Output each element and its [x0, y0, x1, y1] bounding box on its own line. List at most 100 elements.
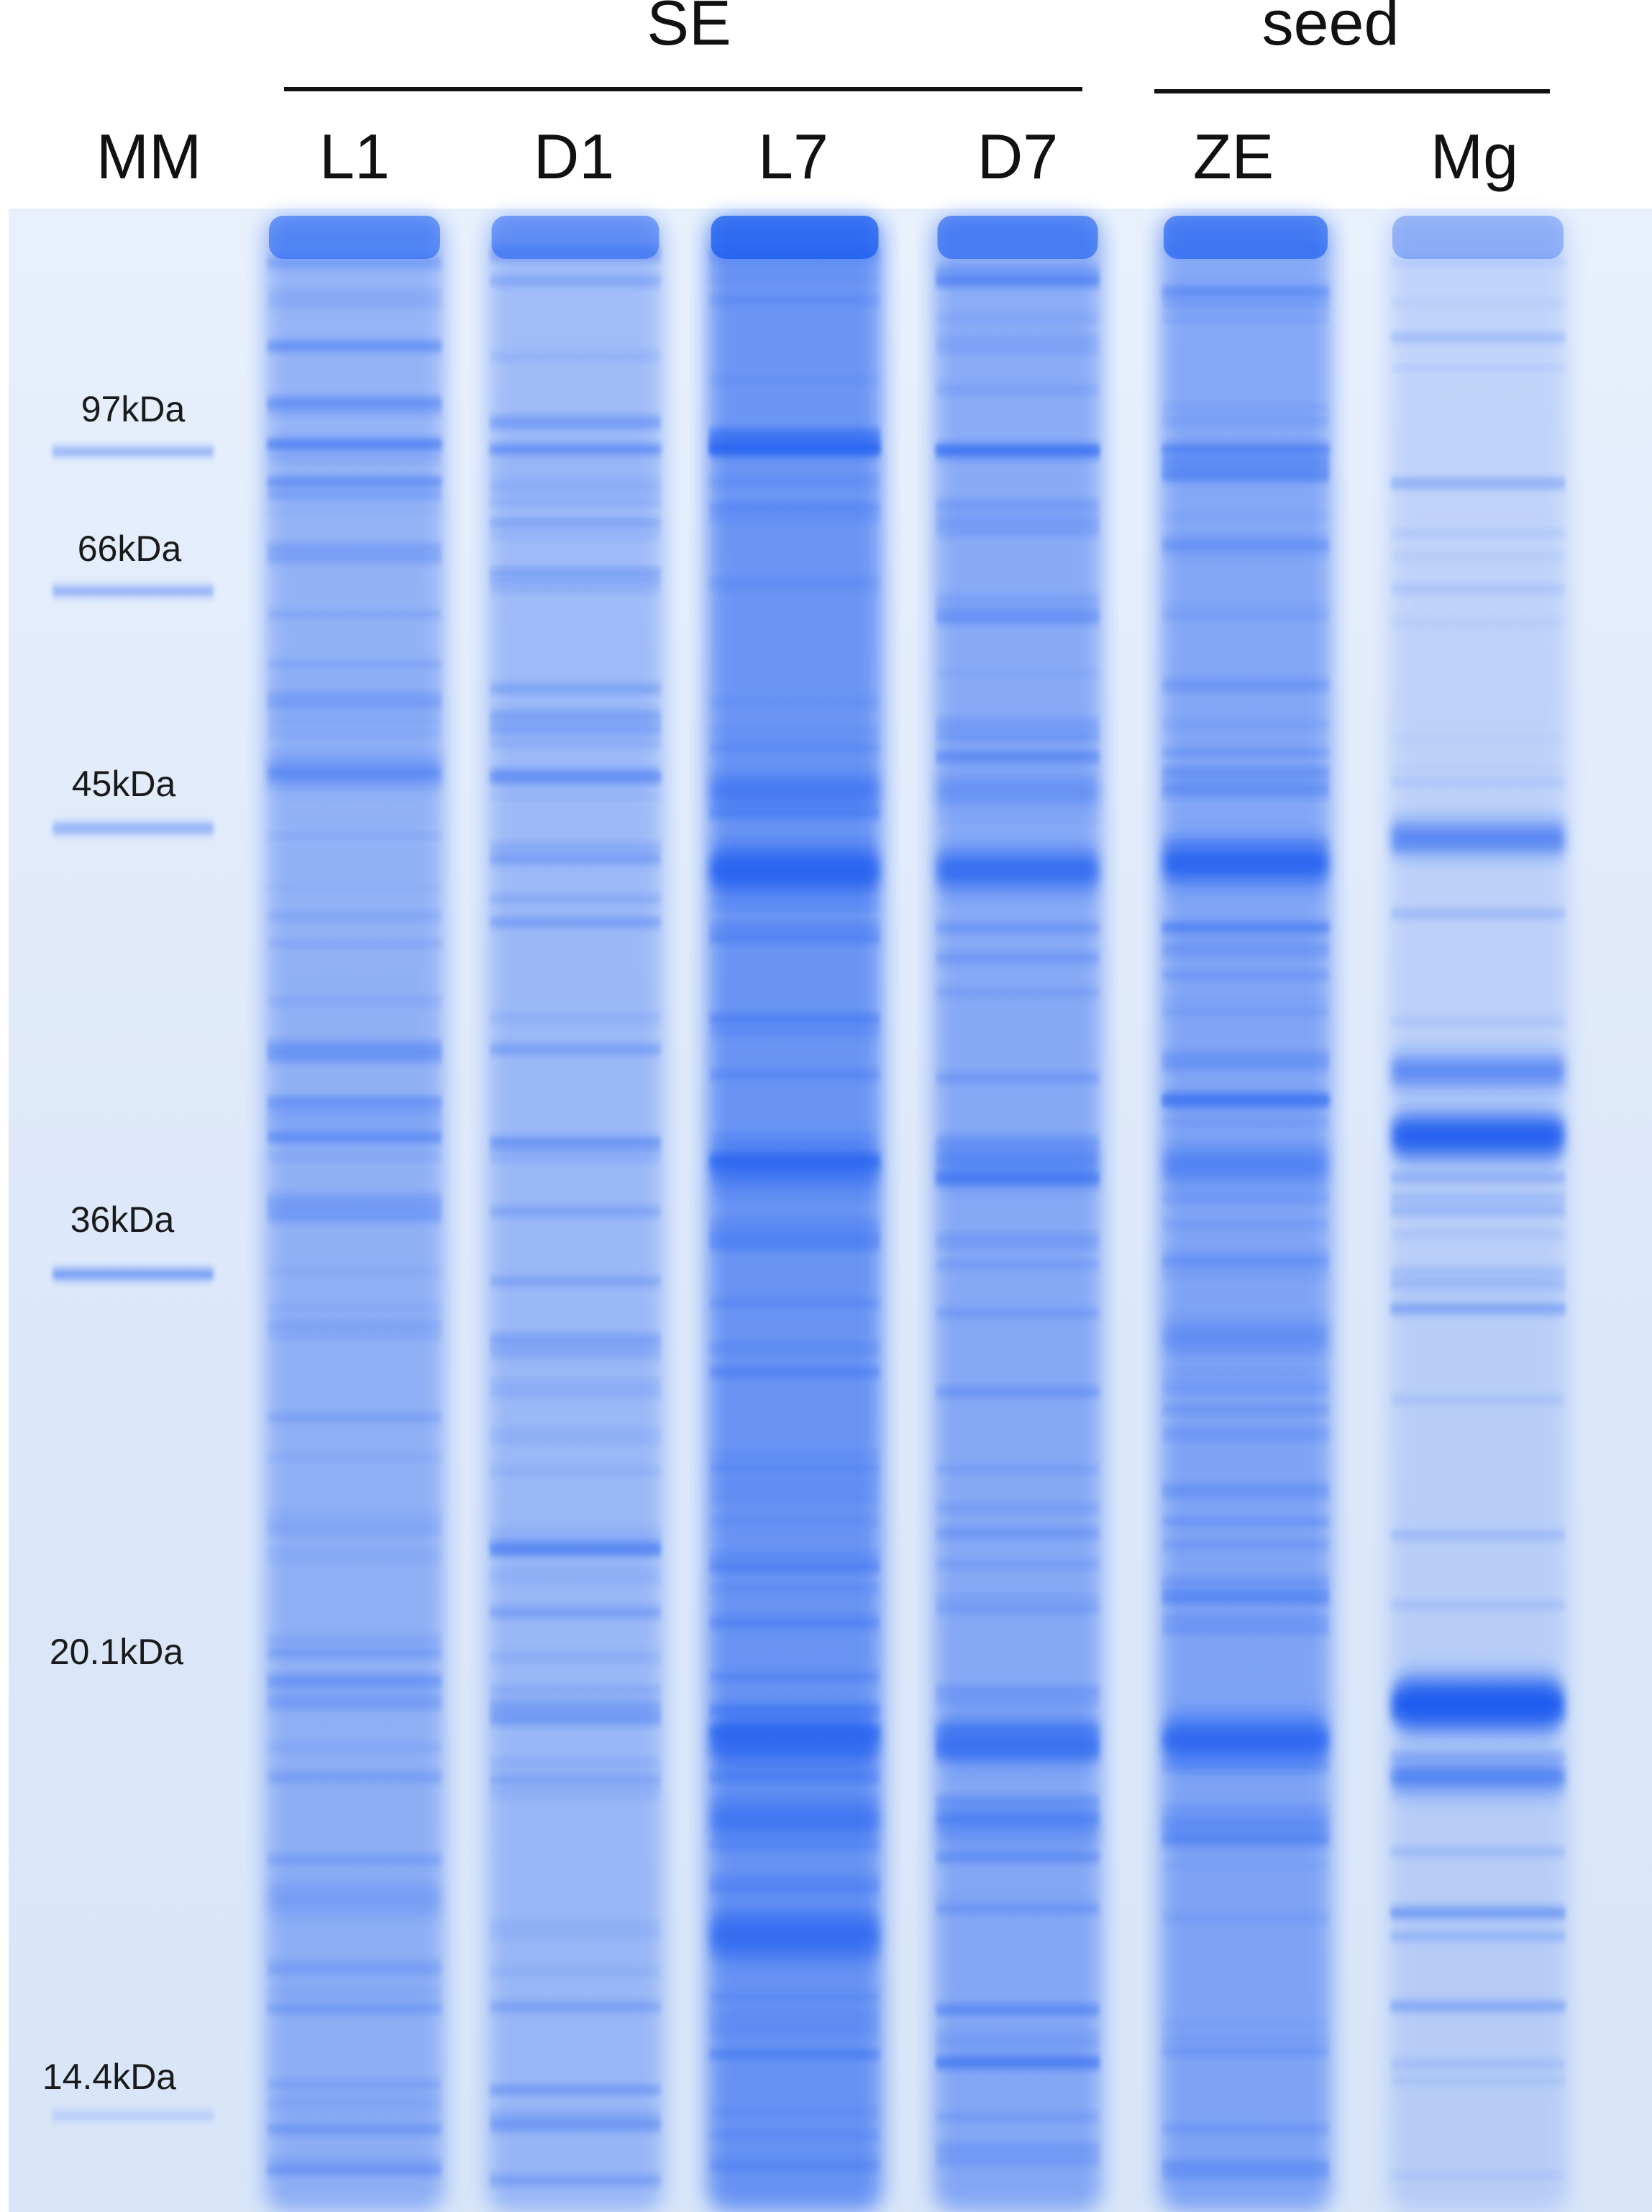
band [52, 587, 214, 595]
faint-band [490, 1773, 661, 1782]
group-label-se: SE [647, 0, 731, 58]
faint-band [709, 503, 880, 512]
faint-band [936, 1596, 1100, 1599]
faint-band [1162, 468, 1329, 474]
faint-band [1391, 1932, 1565, 1939]
faint-band [936, 2115, 1100, 2119]
faint-band [490, 1334, 661, 1339]
lane-l7 [706, 216, 883, 2212]
faint-band [709, 588, 880, 591]
band [708, 1719, 882, 1762]
faint-band [268, 1678, 442, 1683]
lane-well [711, 216, 879, 259]
faint-band [936, 1894, 1100, 1897]
faint-band [490, 729, 661, 733]
faint-band [1162, 1221, 1329, 1228]
faint-band [490, 1701, 661, 1709]
faint-band [709, 516, 880, 521]
faint-band [936, 276, 1100, 284]
faint-band [268, 780, 442, 785]
faint-band [490, 533, 661, 538]
faint-band [1391, 585, 1565, 593]
band [1161, 1327, 1331, 1348]
faint-band [709, 1620, 880, 1628]
faint-band [1162, 771, 1329, 775]
lane-well [937, 216, 1098, 259]
faint-band [709, 484, 880, 488]
band [266, 1888, 443, 1909]
faint-band [490, 721, 661, 724]
faint-band [936, 501, 1100, 505]
faint-band [490, 1577, 661, 1584]
faint-band [709, 2164, 880, 2170]
faint-band [709, 1614, 880, 1624]
faint-band [1162, 974, 1329, 979]
faint-band [1391, 620, 1565, 625]
faint-band [709, 1299, 880, 1307]
faint-band [1162, 2162, 1329, 2170]
faint-band [709, 259, 880, 265]
faint-band [709, 298, 880, 305]
faint-band [1162, 417, 1329, 424]
faint-band [1162, 842, 1329, 846]
faint-band [490, 795, 661, 798]
faint-band [268, 1745, 442, 1750]
faint-band [268, 1130, 442, 1138]
faint-band [936, 1904, 1100, 1913]
lane-mm [52, 448, 214, 2119]
faint-band [490, 519, 661, 524]
faint-band [936, 1562, 1100, 1567]
faint-band [490, 504, 661, 507]
lane-smear [706, 216, 883, 2212]
faint-band [490, 1014, 661, 1022]
faint-band [490, 1390, 661, 1395]
faint-band [1391, 336, 1565, 342]
faint-band [490, 1931, 661, 1938]
faint-band [936, 1243, 1100, 1247]
faint-band [490, 463, 661, 468]
faint-band [490, 496, 661, 501]
faint-band [268, 1106, 442, 1115]
faint-band [268, 2124, 442, 2133]
faint-band [268, 1051, 442, 1057]
faint-band [490, 1759, 661, 1766]
faint-band [490, 1468, 661, 1473]
marker-label-20: 20.1kDa [50, 1632, 183, 1672]
faint-band [1391, 1848, 1565, 1855]
faint-band [1162, 768, 1329, 772]
faint-band [1162, 1428, 1329, 1437]
faint-band [1162, 776, 1329, 782]
faint-band [1391, 1194, 1565, 1199]
faint-band [268, 696, 442, 704]
lane-d7 [933, 216, 1103, 2212]
faint-band [490, 1155, 661, 1161]
faint-band [936, 282, 1100, 287]
lane-well [269, 216, 440, 259]
faint-band [936, 392, 1100, 396]
faint-band [709, 2029, 880, 2032]
band [708, 1147, 882, 1183]
faint-band [1162, 2037, 1329, 2040]
faint-band [490, 1045, 661, 1050]
faint-band [490, 2003, 661, 2011]
faint-band [490, 918, 661, 927]
band [1161, 1719, 1331, 1762]
faint-band [709, 1217, 880, 1225]
faint-band [1391, 1279, 1565, 1286]
faint-band [1162, 460, 1329, 465]
faint-band [268, 1212, 442, 1222]
faint-band [1162, 722, 1329, 728]
faint-band [1162, 317, 1329, 320]
faint-band [936, 734, 1100, 741]
faint-band [709, 2132, 880, 2136]
faint-band [490, 2183, 661, 2186]
faint-band [268, 509, 442, 513]
faint-band [1162, 1055, 1329, 1059]
faint-band [490, 1714, 661, 1717]
faint-band [268, 2006, 442, 2014]
band [708, 850, 882, 890]
faint-band [268, 1701, 442, 1709]
faint-band [936, 2006, 1100, 2011]
faint-band [1162, 462, 1329, 467]
